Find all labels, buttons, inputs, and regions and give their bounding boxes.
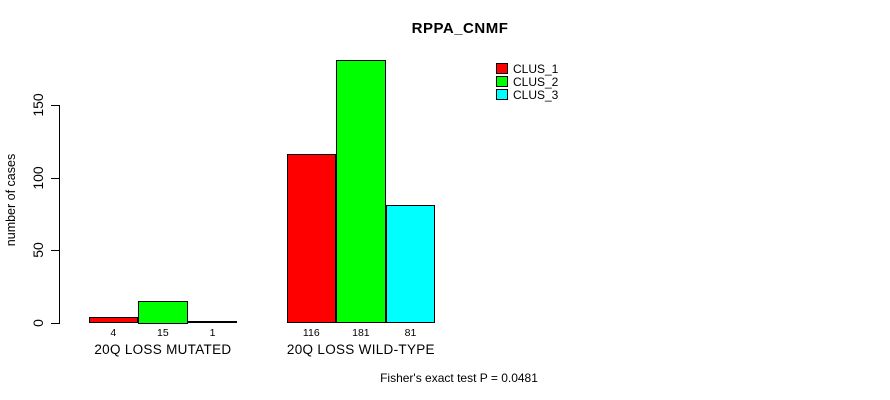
chart-title: RPPA_CNMF — [411, 20, 509, 37]
y-axis-tick — [51, 177, 59, 179]
y-axis-tick — [51, 322, 59, 324]
y-axis-tick-label: 100 — [30, 165, 46, 190]
bar-value-label: 81 — [404, 326, 417, 339]
category-label: 20Q LOSS MUTATED — [94, 341, 232, 357]
y-axis-line — [59, 105, 61, 324]
legend: CLUS_1 CLUS_2 CLUS_3 — [496, 61, 559, 102]
bar-clus_3-group1 — [187, 320, 238, 324]
legend-swatch-clus_3 — [496, 89, 508, 100]
y-axis-label: number of cases — [4, 153, 18, 247]
legend-swatch-clus_2 — [496, 76, 508, 87]
y-axis-tick — [51, 105, 59, 107]
y-axis-tick-label: 150 — [30, 93, 46, 117]
bar-value-label: 1 — [209, 326, 216, 339]
y-axis-tick-label: 50 — [30, 242, 46, 258]
legend-swatch-clus_1 — [496, 63, 508, 74]
fisher-test-annotation: Fisher's exact test P = 0.0481 — [380, 371, 538, 385]
legend-row: CLUS_2 — [496, 74, 559, 89]
category-label: 20Q LOSS WILD-TYPE — [286, 341, 435, 357]
bar-clus_1-group2 — [286, 154, 337, 324]
bar-clus_3-group2 — [385, 205, 436, 324]
legend-label: CLUS_2 — [513, 74, 559, 89]
bar-clus_1-group1 — [88, 316, 139, 324]
bar-value-label: 116 — [302, 326, 320, 339]
bar-value-label: 4 — [110, 326, 117, 339]
bar-clus_2-group2 — [336, 60, 386, 324]
legend-label: CLUS_1 — [513, 61, 559, 76]
legend-label: CLUS_3 — [513, 87, 559, 102]
bar-value-label: 15 — [157, 326, 169, 339]
y-axis-tick — [51, 250, 59, 252]
bar-value-label: 181 — [352, 326, 370, 339]
bar-clus_2-group1 — [138, 300, 188, 324]
legend-row: CLUS_3 — [496, 87, 559, 102]
legend-row: CLUS_1 — [496, 61, 559, 76]
y-axis-tick-label: 0 — [30, 318, 46, 327]
